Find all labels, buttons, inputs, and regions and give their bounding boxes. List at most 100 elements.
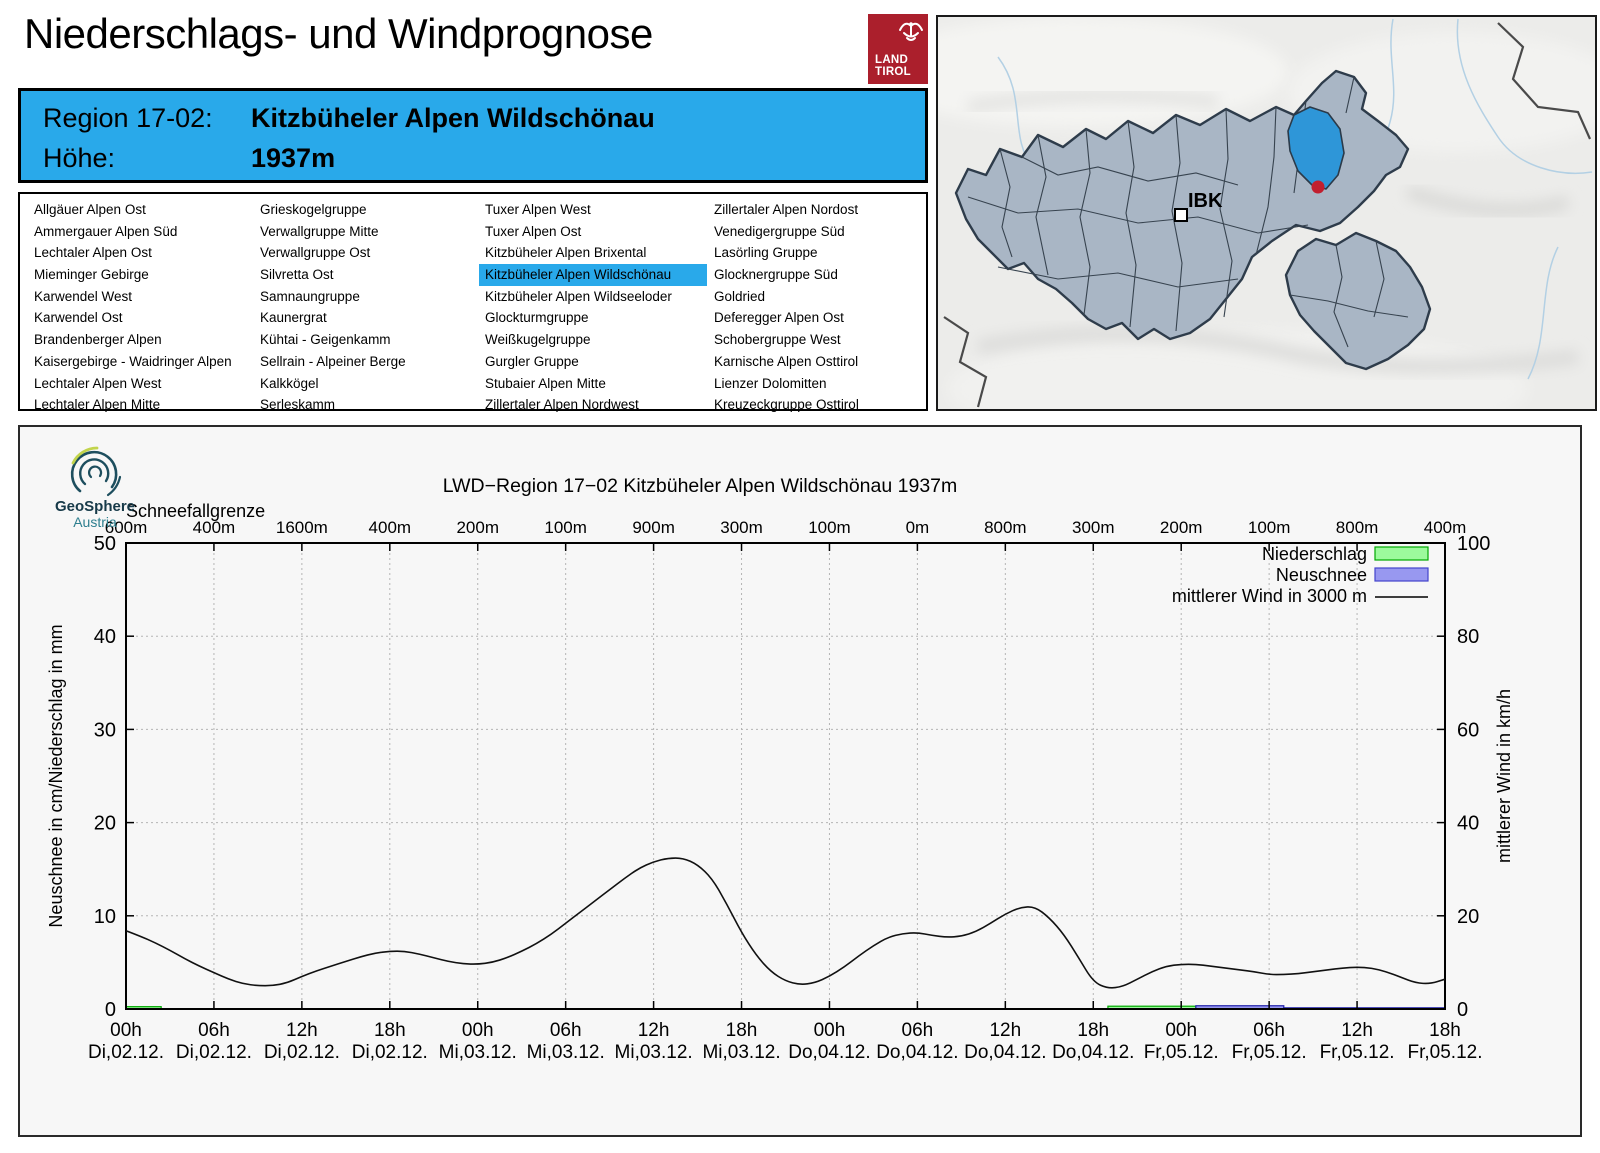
wind-line [125, 857, 1446, 989]
ibk-label: IBK [1188, 190, 1223, 212]
region-list-item[interactable]: Kreuzeckgruppe Osttirol [714, 397, 859, 413]
region-list-item[interactable]: Tuxer Alpen Ost [485, 223, 582, 239]
logo-text-land: LAND [875, 54, 909, 66]
region-list-column-2: Grieskogelgruppe Verwallgruppe Mitte Verwa… [254, 199, 476, 416]
y-right-tick-label: 20 [1457, 906, 1479, 928]
x-hour-label: 00h [462, 1020, 494, 1041]
region-list-item[interactable]: Verwallgruppe Mitte [260, 223, 379, 239]
region-list-item[interactable]: Kitzbüheler Alpen Wildschönau [479, 264, 707, 286]
region-list-item[interactable]: Kalkkögel [260, 375, 319, 391]
region-list-item[interactable]: Samnaungruppe [260, 288, 360, 304]
region-list-item[interactable]: Grieskogelgruppe [260, 202, 367, 217]
region-list-item[interactable]: Lechtaler Alpen Ost [34, 245, 152, 261]
region-list-item[interactable]: Glocknergruppe Süd [714, 267, 838, 283]
geosphere-icon [106, 475, 122, 497]
x-hour-label: 12h [989, 1020, 1021, 1041]
tirol-eagle-icon [899, 22, 923, 41]
region-list-item[interactable]: Lienzer Dolomitten [714, 375, 827, 391]
region-list-item[interactable]: Kühtai - Geigenkamm [260, 332, 391, 348]
logo-text-tirol: TIROL [875, 66, 911, 78]
x-hour-label: 12h [286, 1020, 318, 1041]
snowline-tick-label: 100m [544, 518, 587, 537]
region-list-item[interactable]: Weißkugelgruppe [485, 332, 591, 348]
x-hour-label: 18h [1077, 1020, 1109, 1041]
region-list-item[interactable]: Zillertaler Alpen Nordwest [485, 397, 639, 413]
region-list-item[interactable]: Schobergruppe West [714, 332, 841, 348]
geosphere-icon [79, 458, 110, 486]
region-list-column-4: Zillertaler Alpen Nordost Venedigergruppe… [708, 199, 922, 416]
x-date-label: Do,04.12. [876, 1042, 958, 1063]
region-list-item[interactable]: Kitzbüheler Alpen Brixental [485, 245, 647, 261]
y-right-tick-label: 100 [1457, 533, 1490, 555]
region-list-item[interactable]: Glockturmgruppe [485, 310, 589, 326]
region-list-item[interactable]: Gurgler Gruppe [485, 353, 579, 369]
region-list-item[interactable]: Brandenberger Alpen [34, 332, 162, 348]
x-date-label: Di,02.12. [176, 1042, 252, 1063]
region-list-item[interactable]: Venedigergruppe Süd [714, 223, 845, 239]
region-list-item[interactable]: Karwendel West [34, 288, 133, 304]
region-info-box: Region 17-02: Kitzbüheler Alpen Wildschö… [18, 88, 928, 183]
x-date-label: Fr,05.12. [1144, 1042, 1219, 1063]
region-list-item[interactable]: Kaisergebirge - Waidringer Alpen [34, 353, 232, 369]
region-list-item[interactable]: Lasörling Gruppe [714, 245, 818, 261]
x-date-label: Mi,03.12. [527, 1042, 605, 1063]
x-date-label: Fr,05.12. [1232, 1042, 1307, 1063]
map-region-borders [967, 76, 1355, 332]
tirol-overview-map: IBK [868, 15, 1600, 449]
y-right-tick-label: 60 [1457, 719, 1479, 741]
region-list-item[interactable]: Mieminger Gebirge [34, 267, 149, 283]
region-list-item[interactable]: Goldried [714, 288, 766, 304]
region-list-item[interactable]: Karnische Alpen Osttirol [714, 353, 859, 369]
x-date-label: Do,04.12. [1052, 1042, 1134, 1063]
region-list: Allgäuer Alpen Ost Ammergauer Alpen Süd Le… [18, 192, 928, 412]
y-left-tick-label: 10 [94, 906, 116, 928]
snowline-tick-label: 300m [1072, 518, 1115, 537]
x-date-label: Do,04.12. [964, 1042, 1046, 1063]
region-list-item[interactable]: Kitzbüheler Alpen Wildseeloder [485, 288, 672, 304]
snowline-tick-label: 600m [105, 518, 148, 537]
region-list-item[interactable]: Sellrain - Alpeiner Berge [260, 353, 406, 369]
region-list-item[interactable]: Verwallgruppe Ost [260, 245, 371, 261]
legend-label: Niederschlag [1262, 544, 1367, 564]
region-list-item[interactable]: Stubaier Alpen Mitte [485, 375, 606, 391]
region-list-item[interactable]: Zillertaler Alpen Nordost [714, 202, 859, 217]
region-list-item[interactable]: Lechtaler Alpen West [34, 375, 162, 391]
snowline-axis-label: Schneefallgrenze [126, 501, 265, 521]
x-hour-label: 00h [814, 1020, 846, 1041]
y-left-tick-label: 40 [94, 626, 116, 648]
y-left-tick-label: 0 [105, 999, 116, 1021]
region-list-item[interactable]: Tuxer Alpen West [485, 202, 591, 217]
x-date-label: Mi,03.12. [439, 1042, 517, 1063]
region-list-column-3: Tuxer Alpen West Tuxer Alpen Ost Kitzbühel… [479, 199, 707, 416]
region-list-item[interactable]: Silvretta Ost [260, 267, 334, 283]
snowline-tick-label: 800m [984, 518, 1027, 537]
region-list-item[interactable]: Ammergauer Alpen Süd [34, 223, 178, 239]
y-right-axis-label: mittlerer Wind in km/h [1494, 689, 1514, 863]
x-date-label: Di,02.12. [264, 1042, 340, 1063]
forecast-chart: 600m 00h Di,02.12. 400m 06h Di,02.12. 1600m 12h… [18, 425, 1582, 1137]
x-hour-label: 12h [638, 1020, 670, 1041]
snowline-tick-label: 100m [808, 518, 851, 537]
altitude-value: 1937m [251, 143, 336, 173]
plot-frame [125, 542, 1446, 1010]
geosphere-logo [70, 446, 122, 497]
geosphere-icon [71, 446, 99, 465]
x-hour-label: 06h [198, 1020, 230, 1041]
region-list-item[interactable]: Deferegger Alpen Ost [714, 310, 844, 326]
region-list-item[interactable]: Karwendel Ost [34, 310, 123, 326]
region-list-item[interactable]: Kaunergrat [260, 310, 327, 326]
x-hour-label: 06h [902, 1020, 934, 1041]
map-national-border [943, 22, 1592, 408]
snowline-tick-label: 200m [456, 518, 499, 537]
snowline-tick-label: 800m [1336, 518, 1379, 537]
snowline-tick-label: 200m [1160, 518, 1203, 537]
selected-region-shape[interactable] [1287, 106, 1345, 190]
region-list-item[interactable]: Serleskamm [260, 397, 336, 413]
region-list-item[interactable]: Allgäuer Alpen Ost [34, 202, 146, 217]
region-list-item[interactable]: Lechtaler Alpen Mitte [34, 397, 161, 413]
chart-title: LWD−Region 17−02 Kitzbüheler Alpen Wilds… [443, 475, 958, 497]
region-list-column-1: Allgäuer Alpen Ost Ammergauer Alpen Süd Le… [28, 199, 253, 416]
legend-label: Neuschnee [1276, 565, 1367, 585]
y-left-tick-label: 30 [94, 719, 116, 741]
x-hour-label: 06h [1253, 1020, 1285, 1041]
